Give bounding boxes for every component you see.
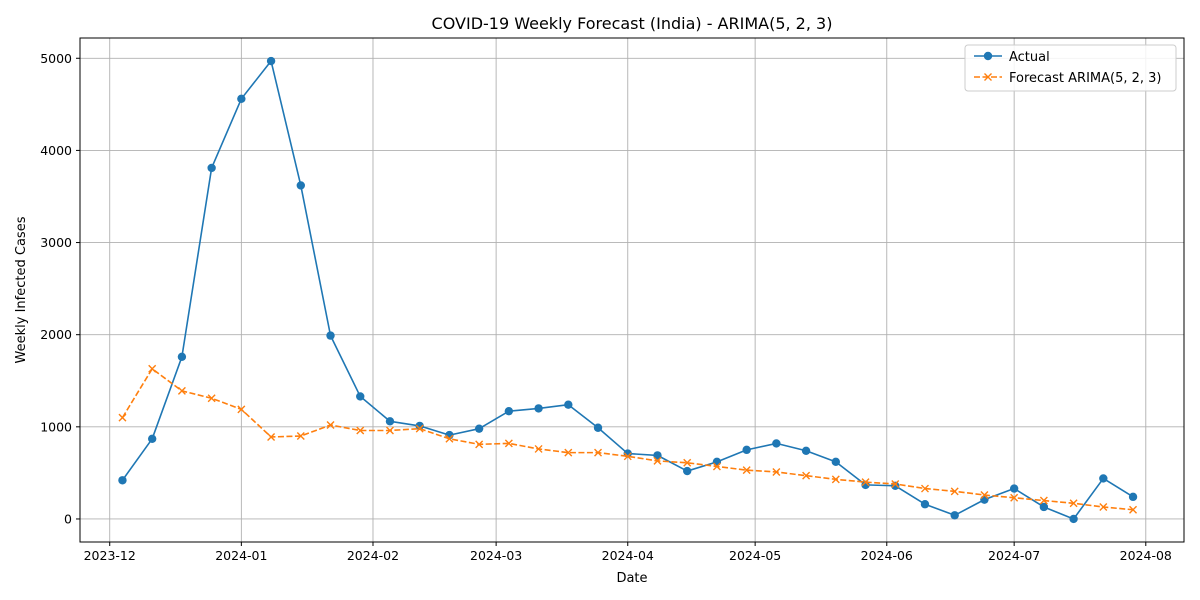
series-layer: [118, 56, 1138, 524]
data-point: [1099, 502, 1108, 511]
data-point: [475, 440, 484, 449]
legend-marker-actual: [983, 51, 993, 61]
data-point: [920, 484, 929, 493]
data-point: [385, 417, 395, 426]
data-point: [207, 163, 216, 173]
data-point: [237, 405, 246, 414]
x-tick-label: 2024-05: [729, 548, 781, 563]
data-point: [266, 56, 276, 66]
x-tick-label: 2023-12: [84, 548, 136, 563]
data-point: [534, 444, 543, 453]
data-point: [267, 432, 276, 441]
data-point: [147, 434, 157, 444]
data-point: [415, 421, 424, 431]
data-point: [1039, 502, 1049, 512]
data-point: [653, 456, 662, 465]
data-point: [802, 471, 811, 480]
series-line: [121, 367, 1134, 511]
data-point: [594, 448, 603, 457]
data-point: [772, 467, 781, 476]
y-tick-label: 5000: [40, 51, 72, 66]
legend-label-forecast: Forecast ARIMA(5, 2, 3): [1009, 71, 1162, 86]
axis-ticks: 2023-12 2024-01 2024-02 2024-03 2024-04 2024-…: [40, 51, 1172, 563]
data-point: [177, 352, 187, 362]
data-point: [712, 457, 722, 467]
data-point: [831, 475, 840, 484]
y-axis-label: Weekly Infected Cases: [14, 216, 29, 363]
legend-frame: [964, 44, 1177, 92]
data-point: [861, 478, 870, 487]
data-point: [1069, 499, 1078, 508]
data-point: [1099, 474, 1108, 483]
data-point: [1069, 514, 1078, 524]
data-point: [474, 424, 484, 433]
data-point: [296, 181, 305, 190]
x-axis-label: Date: [616, 571, 647, 586]
data-point: [1039, 496, 1048, 505]
series-0: [118, 56, 1138, 524]
data-point: [504, 406, 514, 416]
data-point: [742, 445, 751, 455]
data-point: [772, 439, 781, 448]
data-point: [504, 439, 513, 448]
data-point: [564, 448, 573, 457]
data-point: [980, 495, 989, 504]
y-tick-label: 3000: [40, 235, 72, 250]
data-point: [385, 426, 394, 435]
data-point: [1009, 484, 1019, 493]
data-point: [445, 434, 454, 443]
grid: [80, 38, 1184, 542]
data-point: [950, 511, 959, 520]
y-tick-label: 0: [64, 511, 72, 526]
data-point: [177, 386, 186, 395]
legend: Actual Forecast ARIMA(5, 2, 3): [964, 44, 1177, 92]
data-point: [683, 458, 692, 467]
series-1: [118, 364, 1138, 514]
data-point: [831, 457, 841, 467]
data-point: [326, 331, 335, 340]
x-tick-label: 2024-03: [470, 548, 522, 563]
chart-title: COVID-19 Weekly Forecast (India) - ARIMA…: [432, 14, 833, 33]
y-tick-label: 4000: [40, 143, 72, 158]
x-tick-label: 2024-08: [1120, 548, 1172, 563]
data-point: [118, 413, 127, 422]
data-point: [356, 392, 365, 401]
data-point: [118, 476, 127, 485]
data-point: [623, 452, 632, 461]
plot-frame: [79, 37, 1185, 543]
data-point: [1128, 492, 1138, 502]
data-point: [950, 487, 959, 496]
data-point: [415, 424, 424, 433]
data-point: [891, 481, 900, 490]
y-tick-label: 1000: [40, 419, 72, 434]
data-point: [148, 364, 157, 373]
data-point: [1010, 493, 1019, 502]
x-tick-label: 2024-02: [347, 548, 399, 563]
legend-marker-forecast: [984, 73, 992, 81]
data-point: [326, 420, 335, 429]
data-point: [296, 432, 305, 441]
x-tick-label: 2024-06: [861, 548, 913, 563]
data-point: [980, 491, 989, 500]
x-tick-label: 2024-01: [215, 548, 267, 563]
data-point: [356, 426, 365, 435]
y-tick-label: 2000: [40, 327, 72, 342]
data-point: [920, 500, 930, 509]
data-point: [564, 400, 573, 409]
x-tick-label: 2024-07: [988, 548, 1040, 563]
x-tick-label: 2024-04: [602, 548, 654, 563]
data-point: [683, 466, 692, 476]
data-point: [207, 394, 216, 403]
data-point: [237, 94, 246, 104]
data-point: [742, 466, 751, 475]
data-point: [1129, 505, 1138, 514]
data-point: [653, 451, 662, 460]
data-point: [891, 479, 900, 488]
data-point: [534, 404, 543, 413]
legend-label-actual: Actual: [1009, 50, 1050, 65]
data-point: [801, 446, 811, 455]
data-point: [593, 423, 603, 432]
data-point: [712, 462, 721, 471]
